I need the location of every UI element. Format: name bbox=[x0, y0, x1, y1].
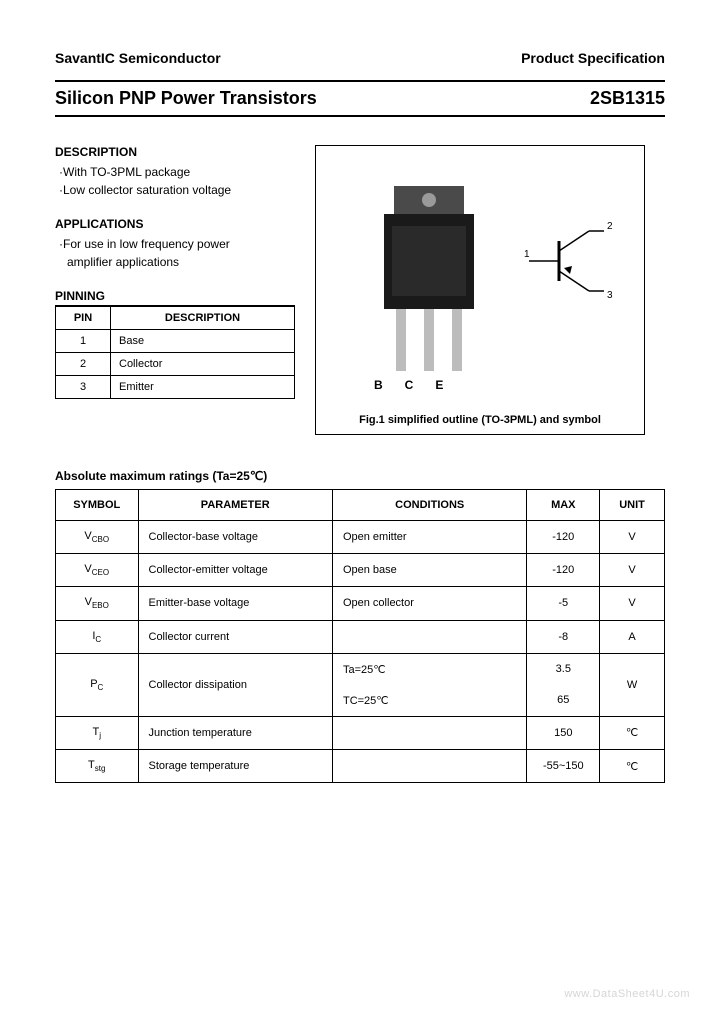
table-row: VCBO Collector-base voltage Open emitter… bbox=[56, 521, 665, 554]
col-conditions: CONDITIONS bbox=[332, 490, 526, 521]
cell-desc: Collector bbox=[111, 353, 295, 376]
svg-text:3: 3 bbox=[607, 290, 613, 301]
cell-symbol: Tstg bbox=[56, 749, 139, 782]
svg-text:1: 1 bbox=[524, 249, 530, 260]
company-name: SavantIC Semiconductor bbox=[55, 50, 221, 66]
pin-label: B bbox=[374, 378, 383, 392]
cell-cond bbox=[332, 620, 526, 653]
cell-unit: W bbox=[600, 653, 665, 716]
app-line: ·For use in low frequency power bbox=[55, 235, 295, 253]
cell-cond: Open collector bbox=[332, 587, 526, 620]
applications-heading: APPLICATIONS bbox=[55, 217, 295, 231]
table-header-row: SYMBOL PARAMETER CONDITIONS MAX UNIT bbox=[56, 490, 665, 521]
applications-body: ·For use in low frequency power amplifie… bbox=[55, 235, 295, 271]
cell-max: 150 bbox=[527, 716, 600, 749]
package-outline-icon bbox=[374, 186, 484, 376]
cell-param: Collector dissipation bbox=[138, 653, 332, 716]
table-row: Tj Junction temperature 150 ℃ bbox=[56, 716, 665, 749]
cell-pin: 3 bbox=[56, 376, 111, 399]
cell-pin: 2 bbox=[56, 353, 111, 376]
top-section: DESCRIPTION ·With TO-3PML package ·Low c… bbox=[55, 145, 665, 435]
left-column: DESCRIPTION ·With TO-3PML package ·Low c… bbox=[55, 145, 295, 435]
cell-param: Emitter-base voltage bbox=[138, 587, 332, 620]
table-row: 3 Emitter bbox=[56, 376, 295, 399]
figure-caption: Fig.1 simplified outline (TO-3PML) and s… bbox=[316, 414, 644, 426]
cell-cond: Open base bbox=[332, 554, 526, 587]
col-pin: PIN bbox=[56, 307, 111, 330]
cell-symbol: IC bbox=[56, 620, 139, 653]
cell-max: -55~150 bbox=[527, 749, 600, 782]
desc-line: ·Low collector saturation voltage bbox=[55, 181, 295, 199]
table-row: PC Collector dissipation Ta=25℃ 3.5 W bbox=[56, 653, 665, 685]
ratings-table: SYMBOL PARAMETER CONDITIONS MAX UNIT VCB… bbox=[55, 489, 665, 783]
cell-max: -120 bbox=[527, 554, 600, 587]
cell-max: -120 bbox=[527, 521, 600, 554]
pinning-heading: PINNING bbox=[55, 289, 295, 306]
title-bar: Silicon PNP Power Transistors 2SB1315 bbox=[55, 80, 665, 117]
col-unit: UNIT bbox=[600, 490, 665, 521]
pinning-table: PIN DESCRIPTION 1 Base 2 Collector 3 Emi… bbox=[55, 306, 295, 399]
cell-param: Junction temperature bbox=[138, 716, 332, 749]
col-desc: DESCRIPTION bbox=[111, 307, 295, 330]
cell-param: Collector-emitter voltage bbox=[138, 554, 332, 587]
table-row: Tstg Storage temperature -55~150 ℃ bbox=[56, 749, 665, 782]
cell-desc: Base bbox=[111, 330, 295, 353]
cell-unit: V bbox=[600, 554, 665, 587]
cell-pin: 1 bbox=[56, 330, 111, 353]
description-body: ·With TO-3PML package ·Low collector sat… bbox=[55, 163, 295, 199]
cell-cond: Ta=25℃ bbox=[332, 653, 526, 685]
watermark: www.DataSheet4U.com bbox=[564, 988, 690, 1000]
cell-unit: V bbox=[600, 587, 665, 620]
table-row: 1 Base bbox=[56, 330, 295, 353]
desc-line: ·With TO-3PML package bbox=[55, 163, 295, 181]
cell-param: Collector-base voltage bbox=[138, 521, 332, 554]
col-parameter: PARAMETER bbox=[138, 490, 332, 521]
app-line: amplifier applications bbox=[55, 253, 295, 271]
table-row: VEBO Emitter-base voltage Open collector… bbox=[56, 587, 665, 620]
cell-param: Collector current bbox=[138, 620, 332, 653]
cell-symbol: Tj bbox=[56, 716, 139, 749]
part-number: 2SB1315 bbox=[590, 88, 665, 109]
cell-symbol: VCEO bbox=[56, 554, 139, 587]
cell-cond: Open emitter bbox=[332, 521, 526, 554]
cell-max: 65 bbox=[527, 685, 600, 717]
cell-unit: ℃ bbox=[600, 749, 665, 782]
cell-cond bbox=[332, 749, 526, 782]
pin-labels: B C E bbox=[374, 378, 443, 392]
cell-unit: V bbox=[600, 521, 665, 554]
svg-text:2: 2 bbox=[607, 221, 613, 232]
cell-param: Storage temperature bbox=[138, 749, 332, 782]
pin-label: C bbox=[405, 378, 414, 392]
transistor-symbol-icon: 1 2 3 bbox=[524, 216, 614, 311]
cell-symbol: PC bbox=[56, 653, 139, 716]
col-symbol: SYMBOL bbox=[56, 490, 139, 521]
figure-box: B C E 1 2 3 bbox=[315, 145, 645, 435]
cell-cond bbox=[332, 716, 526, 749]
page-header: SavantIC Semiconductor Product Specifica… bbox=[55, 50, 665, 66]
cell-desc: Emitter bbox=[111, 376, 295, 399]
pin-label: E bbox=[435, 378, 443, 392]
cell-max: 3.5 bbox=[527, 653, 600, 685]
right-column: B C E 1 2 3 bbox=[315, 145, 665, 435]
description-heading: DESCRIPTION bbox=[55, 145, 295, 159]
table-header-row: PIN DESCRIPTION bbox=[56, 307, 295, 330]
cell-max: -5 bbox=[527, 587, 600, 620]
cell-unit: A bbox=[600, 620, 665, 653]
product-line: Silicon PNP Power Transistors bbox=[55, 88, 317, 109]
cell-unit: ℃ bbox=[600, 716, 665, 749]
table-row: VCEO Collector-emitter voltage Open base… bbox=[56, 554, 665, 587]
cell-symbol: VEBO bbox=[56, 587, 139, 620]
table-row: 2 Collector bbox=[56, 353, 295, 376]
cell-symbol: VCBO bbox=[56, 521, 139, 554]
table-row: IC Collector current -8 A bbox=[56, 620, 665, 653]
ratings-heading: Absolute maximum ratings (Ta=25℃) bbox=[55, 469, 665, 483]
cell-cond: TC=25℃ bbox=[332, 685, 526, 717]
col-max: MAX bbox=[527, 490, 600, 521]
datasheet-page: SavantIC Semiconductor Product Specifica… bbox=[0, 0, 720, 813]
cell-max: -8 bbox=[527, 620, 600, 653]
doc-type: Product Specification bbox=[521, 50, 665, 66]
